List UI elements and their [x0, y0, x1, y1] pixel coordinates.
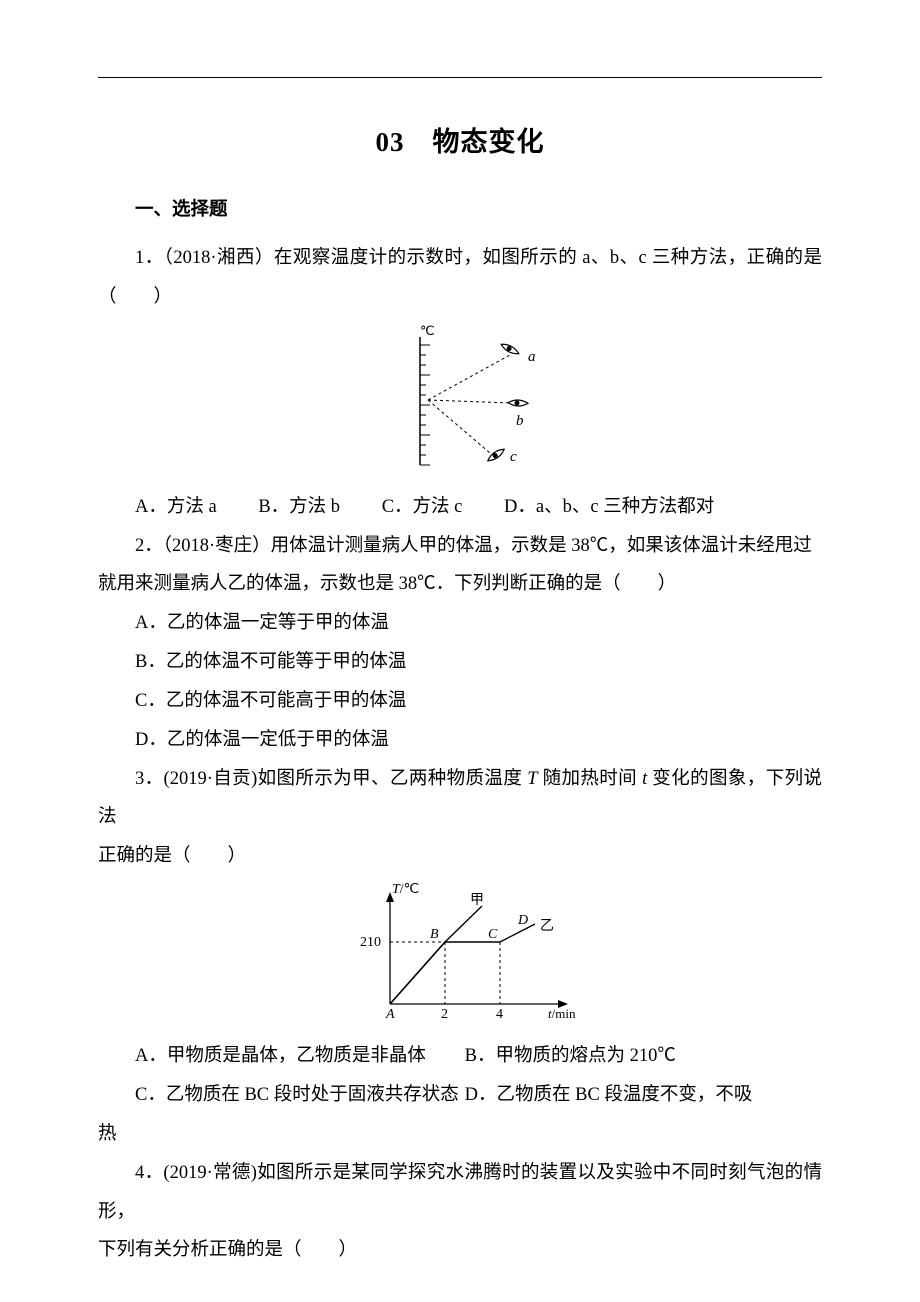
q3-opt-c: C．乙物质在 BC 段时处于固液共存状态 [98, 1076, 460, 1115]
q3-opts-row1: A．甲物质是晶体，乙物质是非晶体 B．甲物质的熔点为 210℃ [98, 1037, 822, 1076]
point-C: C [488, 927, 498, 942]
eye-a-label: a [528, 349, 536, 365]
content-column: 03 物态变化 一、选择题 1．（2018·湘西）在观察温度计的示数时，如图所示… [98, 120, 822, 1270]
eye-a-icon [500, 341, 520, 356]
series-yi-label: 乙 [540, 918, 554, 934]
section-heading: 一、选择题 [98, 195, 822, 221]
xtick-2: 2 [441, 1007, 448, 1022]
therm-ticks [420, 345, 430, 465]
y-axis-label: T/℃ [392, 882, 419, 897]
q2-opt-a: A．乙的体温一定等于甲的体温 [98, 604, 822, 643]
series-yi [390, 924, 535, 1004]
point-D: D [517, 913, 528, 928]
sightline-a [428, 355, 510, 400]
q3-var-T: T [527, 769, 537, 789]
q1-options: A．方法 a B．方法 b C．方法 c D．a、b、c 三种方法都对 [98, 488, 822, 527]
q3-opt-d: D．乙物质在 BC 段温度不变，不吸 [465, 1076, 813, 1115]
q2-opt-c: C．乙的体温不可能高于甲的体温 [98, 682, 822, 721]
point-B: B [430, 927, 439, 942]
top-horizontal-rule [98, 77, 822, 78]
q3-chart: T/℃ t/min 210 2 4 甲 乙 [98, 884, 822, 1029]
eye-b-label: b [516, 413, 524, 429]
q3-opt-a: A．甲物质是晶体，乙物质是非晶体 [98, 1037, 460, 1076]
therm-unit: ℃ [420, 323, 435, 338]
q3-stem-line1: 3．(2019·自贡)如图所示为甲、乙两种物质温度 T 随加热时间 t 变化的图… [98, 760, 822, 838]
q3-plot-area: T/℃ t/min 210 2 4 甲 乙 [360, 882, 576, 1022]
q3-stem-line2: 正确的是（ ） [98, 837, 822, 876]
q1-opt-d: D．a、b、c 三种方法都对 [504, 497, 714, 517]
page: 03 物态变化 一、选择题 1．（2018·湘西）在观察温度计的示数时，如图所示… [0, 0, 920, 1302]
series-jia-label: 甲 [470, 893, 484, 908]
q4-stem-line2: 下列有关分析正确的是（ ） [98, 1231, 822, 1270]
q3-stem-b: 随加热时间 [538, 769, 643, 789]
eye-c-icon [486, 446, 506, 462]
q2-stem-line2: 就用来测量病人乙的体温，示数也是 38℃．下列判断正确的是（ ） [98, 565, 822, 604]
q3-opts-row2: C．乙物质在 BC 段时处于固液共存状态 D．乙物质在 BC 段温度不变，不吸 [98, 1076, 822, 1115]
page-title: 03 物态变化 [98, 120, 822, 159]
point-A: A [385, 1007, 395, 1022]
ytick-210: 210 [360, 935, 381, 950]
eye-b-icon [508, 399, 528, 406]
q1-stem: 1．（2018·湘西）在观察温度计的示数时，如图所示的 a、b、c 三种方法，正… [98, 239, 822, 317]
q1-opt-c: C．方法 c [382, 497, 463, 517]
q1-opt-a: A．方法 a [135, 497, 217, 517]
q2-opt-d: D．乙的体温一定低于甲的体温 [98, 721, 822, 760]
q4-stem-line1: 4．(2019·常德)如图所示是某同学探究水沸腾时的装置以及实验中不同时刻气泡的… [98, 1154, 822, 1232]
q2-opt-b: B．乙的体温不可能等于甲的体温 [98, 643, 822, 682]
x-axis-label: t/min [548, 1006, 576, 1021]
q1-opt-b: B．方法 b [258, 497, 340, 517]
sightline-b [428, 400, 512, 403]
eye-c-label: c [510, 449, 517, 465]
xtick-4: 4 [496, 1007, 503, 1022]
q3-opt-d-tail: 热 [98, 1115, 822, 1154]
q3-svg: T/℃ t/min 210 2 4 甲 乙 [330, 884, 590, 1024]
q1-figure: ℃ a b c [98, 325, 822, 480]
q1-svg: ℃ a b c [360, 325, 560, 475]
q3-opt-b: B．甲物质的熔点为 210℃ [465, 1037, 813, 1076]
sightline-c [428, 400, 490, 453]
q3-stem-a: 3．(2019·自贡)如图所示为甲、乙两种物质温度 [135, 769, 527, 789]
q2-stem-line1: 2．（2018·枣庄）用体温计测量病人甲的体温，示数是 38℃，如果该体温计未经… [98, 527, 822, 566]
